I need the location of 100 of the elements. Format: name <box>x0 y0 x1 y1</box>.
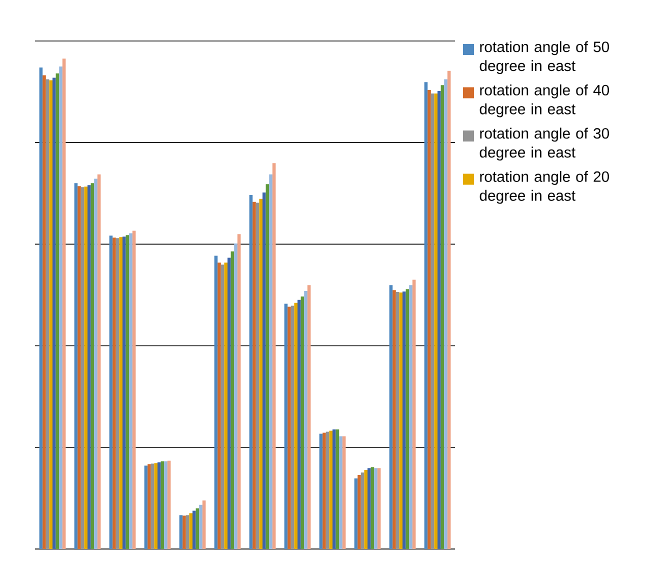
bar <box>144 466 148 549</box>
bar <box>326 432 330 549</box>
bar <box>399 292 403 549</box>
bar <box>46 79 50 549</box>
bar <box>272 163 276 549</box>
bar <box>126 235 130 549</box>
bar <box>182 516 186 549</box>
bar <box>300 296 304 549</box>
bar <box>290 306 294 549</box>
legend-label: rotation angle of 40 degree in east <box>480 84 610 118</box>
bar <box>160 461 164 549</box>
bar <box>218 262 221 549</box>
bar <box>88 185 91 549</box>
legend-label: rotation angle of 30 degree in east <box>480 128 610 161</box>
bar <box>119 237 123 549</box>
bar <box>430 93 434 549</box>
bar <box>358 474 361 549</box>
bar <box>234 244 238 549</box>
bar <box>342 436 346 549</box>
bar <box>214 256 218 549</box>
bar <box>444 79 448 549</box>
bar <box>230 251 234 549</box>
bar <box>396 292 400 549</box>
bar <box>266 184 270 549</box>
bar <box>186 515 190 549</box>
bar <box>97 174 101 549</box>
bar <box>78 186 81 549</box>
bar <box>368 468 371 549</box>
bar <box>150 464 154 549</box>
bar <box>294 302 298 549</box>
bar <box>307 285 311 549</box>
bar <box>62 58 66 549</box>
bar <box>370 467 374 549</box>
bar <box>129 233 132 549</box>
bar <box>259 198 263 549</box>
bar <box>42 75 46 549</box>
bar <box>52 78 56 549</box>
bar <box>154 463 158 549</box>
bar <box>434 93 438 549</box>
bar <box>148 464 151 549</box>
bar <box>167 460 171 549</box>
bar <box>364 470 368 549</box>
bar <box>94 178 98 549</box>
bar <box>196 508 200 549</box>
bar <box>412 280 416 549</box>
bar <box>90 183 94 549</box>
bar <box>269 174 272 549</box>
bar <box>220 264 224 549</box>
bar <box>228 258 231 549</box>
bar <box>262 192 266 549</box>
bar <box>392 290 396 549</box>
bar <box>112 238 116 549</box>
bar <box>389 285 393 549</box>
bar <box>304 291 308 549</box>
bar <box>202 500 206 549</box>
bar <box>164 461 168 549</box>
bar <box>192 510 196 549</box>
bar <box>374 468 378 549</box>
bar <box>224 262 228 549</box>
legend-label: rotation angle of 50 degree in east <box>480 41 610 74</box>
bar <box>179 515 183 549</box>
bar <box>336 429 340 549</box>
bar <box>74 183 78 549</box>
bar <box>424 82 428 549</box>
bar <box>288 306 291 549</box>
bar <box>360 472 364 549</box>
bar <box>56 73 60 549</box>
bar <box>332 429 336 549</box>
bar <box>39 67 43 549</box>
bar <box>440 85 444 549</box>
bar <box>447 70 451 549</box>
bar <box>116 238 120 549</box>
bar <box>354 478 358 549</box>
bar <box>256 202 260 549</box>
bar <box>80 187 84 549</box>
bar <box>409 285 412 549</box>
bar <box>406 289 410 549</box>
bar <box>298 300 301 549</box>
bar <box>339 436 342 549</box>
bar <box>59 66 62 549</box>
bar <box>199 504 202 549</box>
bar <box>428 90 431 549</box>
bar <box>132 230 136 549</box>
bar <box>84 186 88 549</box>
bar <box>377 468 381 549</box>
legend-label: rotation angle of 20 degree in east <box>480 170 610 204</box>
bar <box>284 304 288 549</box>
bar <box>402 292 406 549</box>
bar <box>158 462 161 549</box>
bar <box>329 430 333 549</box>
bar <box>438 91 441 549</box>
bar <box>189 513 193 549</box>
bar <box>319 434 323 549</box>
bar <box>322 432 326 549</box>
bar <box>122 236 126 549</box>
bar <box>252 202 256 549</box>
bar <box>249 194 253 549</box>
bar <box>109 236 113 549</box>
bar <box>237 234 241 549</box>
bar <box>49 80 53 549</box>
